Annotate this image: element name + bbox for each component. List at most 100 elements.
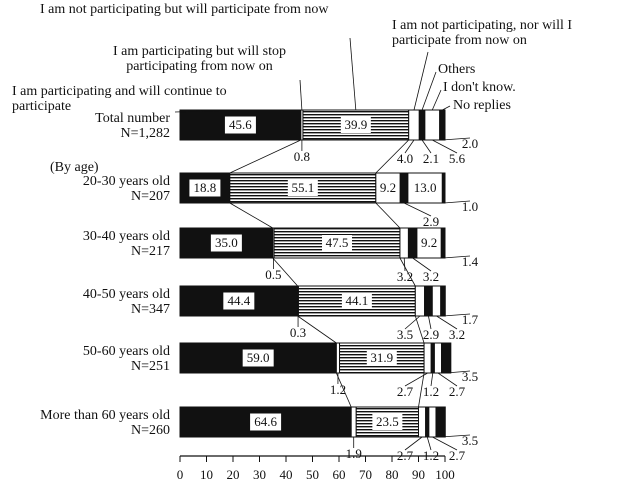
label-box bbox=[210, 234, 242, 252]
value-label: 45.6 bbox=[229, 117, 252, 132]
legend-leader bbox=[174, 109, 241, 113]
value-label: 0.3 bbox=[290, 325, 306, 340]
bar-segment bbox=[440, 227, 446, 259]
value-label: 2.7 bbox=[397, 384, 414, 399]
leader bbox=[426, 436, 432, 451]
x-tick-label: 80 bbox=[386, 467, 399, 482]
leader bbox=[432, 436, 458, 451]
value-label: 2.7 bbox=[397, 448, 414, 463]
leader bbox=[403, 257, 406, 272]
value-label: 3.2 bbox=[423, 269, 439, 284]
bar-segment bbox=[414, 285, 426, 317]
bar-segment bbox=[350, 406, 357, 438]
connector bbox=[375, 139, 409, 174]
value-label: 3.2 bbox=[449, 327, 465, 342]
bar-segment bbox=[407, 172, 443, 204]
label-box bbox=[372, 414, 403, 430]
bar-segment bbox=[441, 172, 446, 204]
category-label: More than 60 years old N=260 bbox=[40, 408, 170, 438]
legend-leader bbox=[413, 51, 429, 111]
legend-label: Others bbox=[438, 62, 476, 77]
legend-label: I am not participating but will particip… bbox=[40, 2, 329, 17]
label-box bbox=[250, 413, 282, 431]
connector bbox=[375, 202, 401, 229]
value-label: 1.4 bbox=[462, 254, 479, 269]
category-label: 50-60 years old N=251 bbox=[82, 344, 170, 374]
x-tick-label: 10 bbox=[200, 467, 213, 482]
label-box bbox=[341, 293, 372, 309]
x-tick-label: 50 bbox=[306, 467, 319, 482]
bar-segment bbox=[399, 227, 409, 259]
value-label: 2.0 bbox=[462, 136, 478, 151]
connector bbox=[229, 139, 302, 174]
value-label: 9.2 bbox=[421, 235, 437, 250]
value-label: 9.2 bbox=[380, 180, 396, 195]
value-label: 5.6 bbox=[449, 151, 466, 166]
bar-segment bbox=[441, 342, 452, 374]
x-tick-label: 20 bbox=[227, 467, 240, 482]
bar-segment bbox=[407, 227, 418, 259]
x-tick-label: 90 bbox=[412, 467, 425, 482]
connector bbox=[272, 257, 298, 287]
category-label: 40-50 years old N=347 bbox=[82, 287, 170, 317]
bar-segment bbox=[423, 342, 432, 374]
value-label: 64.6 bbox=[254, 414, 277, 429]
value-label: 2.7 bbox=[449, 448, 466, 463]
bar-segment bbox=[424, 109, 441, 141]
bar-segment bbox=[408, 109, 420, 141]
leader bbox=[442, 313, 471, 317]
bar-segment bbox=[431, 285, 442, 317]
legend-leader bbox=[349, 37, 357, 111]
value-label: 1.2 bbox=[423, 448, 439, 463]
connector bbox=[418, 372, 425, 408]
legend-leader bbox=[299, 79, 303, 111]
connector bbox=[414, 315, 425, 344]
value-label: 18.8 bbox=[194, 180, 217, 195]
legend-label: I don't know. bbox=[443, 80, 516, 95]
value-label: 3.5 bbox=[397, 327, 413, 342]
x-tick-label: 40 bbox=[280, 467, 293, 482]
legend-label: I am participating and will continue to … bbox=[12, 84, 227, 114]
leader bbox=[430, 372, 434, 387]
bar-segment bbox=[418, 109, 426, 141]
bar-segment bbox=[424, 285, 433, 317]
label-box bbox=[287, 180, 318, 196]
value-label: 3.2 bbox=[397, 269, 413, 284]
bar-segment bbox=[433, 342, 443, 374]
leader bbox=[440, 434, 471, 438]
leader bbox=[442, 137, 471, 141]
leader bbox=[436, 315, 458, 330]
value-label: 55.1 bbox=[291, 180, 314, 195]
leader bbox=[443, 200, 471, 204]
x-tick-label: 0 bbox=[177, 467, 184, 482]
leader bbox=[443, 255, 471, 259]
value-label: 59.0 bbox=[247, 350, 270, 365]
value-label: 39.9 bbox=[344, 117, 367, 132]
connector bbox=[335, 372, 352, 408]
value-label: 0.5 bbox=[265, 267, 281, 282]
value-label: 4.0 bbox=[397, 151, 413, 166]
leader bbox=[412, 257, 432, 272]
connector bbox=[229, 202, 273, 229]
value-label: 0.8 bbox=[294, 149, 310, 164]
bar-segment bbox=[418, 406, 427, 438]
connector bbox=[399, 257, 416, 287]
value-label: 2.1 bbox=[423, 151, 439, 166]
leader bbox=[446, 370, 471, 374]
value-label: 1.7 bbox=[462, 312, 479, 327]
legend-leader bbox=[431, 89, 442, 111]
legend-label: I am not participating, nor will I parti… bbox=[392, 18, 573, 48]
legend-label: No replies bbox=[453, 98, 511, 113]
leader bbox=[404, 315, 421, 330]
x-tick-label: 100 bbox=[435, 467, 455, 482]
bar-segment bbox=[399, 172, 409, 204]
x-tick-label: 30 bbox=[253, 467, 266, 482]
value-label: 44.1 bbox=[346, 293, 369, 308]
bar-segment bbox=[273, 227, 401, 259]
leader bbox=[403, 202, 432, 217]
bar-segment bbox=[428, 406, 437, 438]
value-label: 1.2 bbox=[423, 384, 439, 399]
value-label: 44.4 bbox=[227, 293, 250, 308]
bar-segment bbox=[439, 109, 446, 141]
connector bbox=[297, 315, 337, 344]
